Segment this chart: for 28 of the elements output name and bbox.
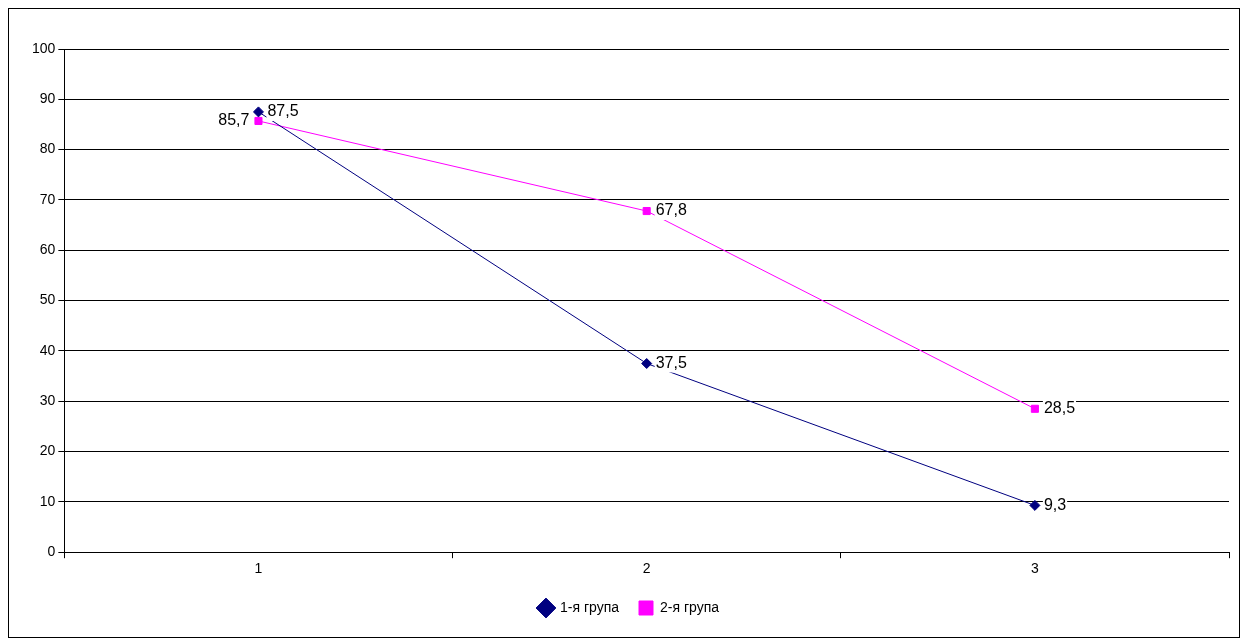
point [254,116,263,125]
data-label: 85,7 [218,111,250,129]
x-tick-label: 1 [254,560,263,577]
data-label: 87,5 [267,102,299,120]
data-label: 67,8 [655,201,687,219]
point [641,358,653,369]
point [252,106,264,118]
y-tick-label: 0 [47,543,56,560]
x-tick-label: 2 [642,560,651,577]
point [642,207,651,216]
y-tick-label: 10 [39,492,56,509]
legend-label: 1-я група [559,598,620,615]
y-tick-label: 80 [39,140,56,157]
data-label: 9,3 [1043,495,1067,513]
data-label: 37,5 [655,353,687,371]
y-tick-label: 100 [32,39,56,56]
y-tick-label: 70 [39,190,56,207]
data-label: 28,5 [1043,399,1076,417]
x-tick-label: 3 [1030,560,1039,577]
point [1029,499,1041,511]
y-tick-label: 50 [39,291,56,308]
y-tick-label: 30 [39,392,56,409]
y-tick-label: 40 [39,341,56,358]
point [1030,404,1039,413]
y-tick-label: 90 [39,90,56,107]
y-tick-label: 20 [39,442,56,459]
y-tick-label: 60 [39,241,56,258]
legend-label: 2-я група [660,598,720,615]
